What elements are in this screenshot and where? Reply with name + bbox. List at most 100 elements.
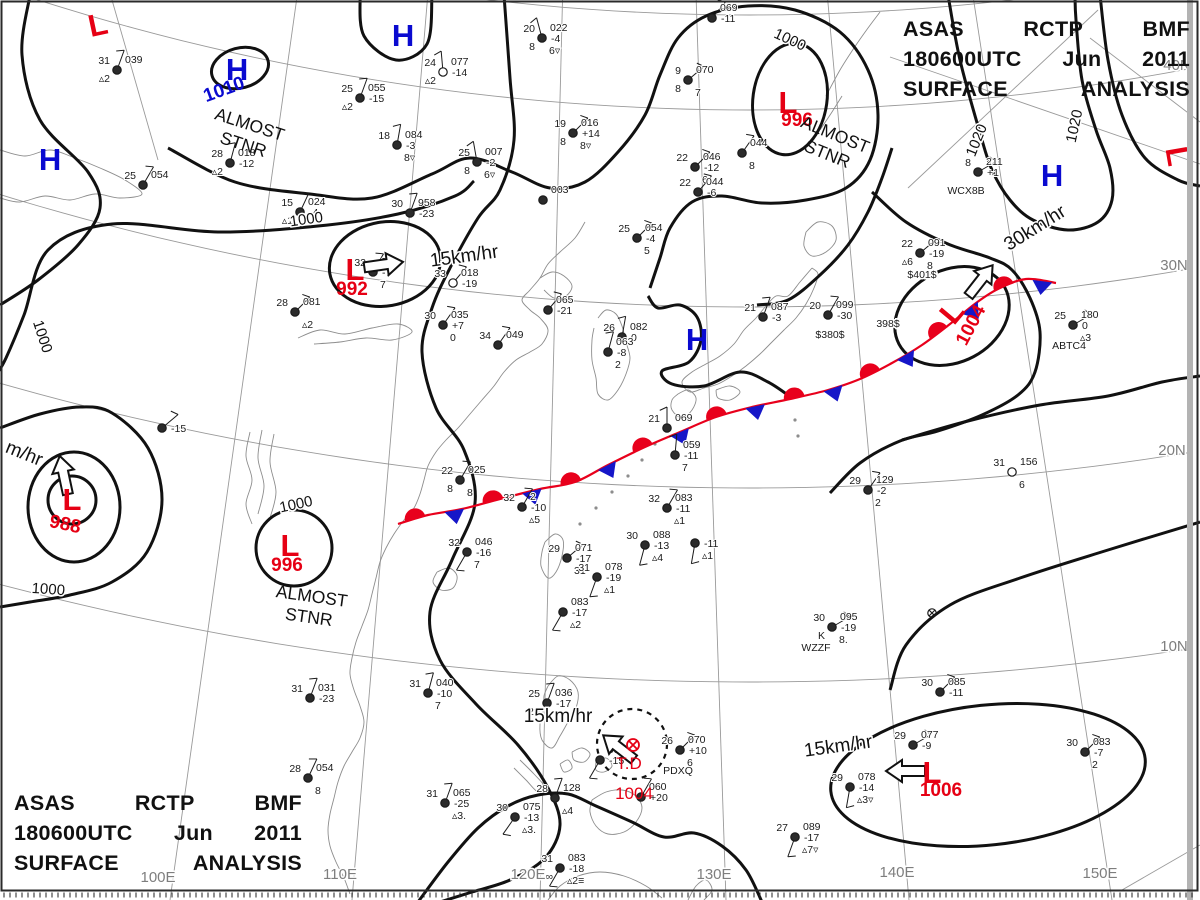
isobar-value-label: 1000 (31, 580, 65, 599)
station-circle (690, 538, 700, 548)
station-plot: -15 (157, 410, 187, 436)
station-plot: 30 088-13▵4 (625, 528, 672, 566)
high-pressure-symbol: H (686, 322, 708, 357)
low-pressure-symbol: L (85, 6, 111, 44)
cold-front-triangle (598, 460, 616, 478)
title-word: SURFACE (903, 77, 1008, 101)
station-plot: 19 016+14 8 8▿ (553, 114, 601, 153)
station-value: -8 (617, 347, 626, 359)
station-plot: 30 075-13▵3. (495, 800, 541, 837)
station-circle (157, 423, 167, 433)
wind-barb-tick (309, 677, 318, 680)
station-value: 31 (426, 788, 438, 800)
coastline (0, 149, 143, 203)
station-plot: 33 018-19 (433, 264, 480, 291)
station-plot: 003 (538, 183, 570, 205)
station-value: 054 (151, 169, 169, 181)
station-plot: 069-11 (707, 0, 739, 26)
station-value: 025 (468, 464, 486, 476)
station-value: 6 (702, 174, 708, 186)
station-value: 180 (1081, 309, 1099, 321)
station-value: 084 (405, 129, 423, 141)
station-value: -11 (949, 687, 964, 699)
station-value: +20 (650, 792, 668, 804)
station-plot: 32 083-11▵1 (647, 488, 694, 528)
island-dot (796, 434, 800, 438)
station-circle (662, 423, 672, 433)
wind-barb-tick (466, 140, 474, 147)
station-circle (636, 792, 646, 802)
graticule-segment (889, 56, 1200, 165)
tropical-depression-symbol (626, 738, 640, 752)
station-value: -16 (476, 547, 491, 559)
station-value: 29 (849, 475, 861, 487)
title-word: RCTP (134, 791, 195, 815)
title-word: ANALYSIS (1080, 77, 1190, 101)
station-circle (112, 65, 122, 75)
station-value: -12 (239, 158, 254, 170)
wind-barb-tick (643, 777, 652, 780)
station-value: -23 (419, 208, 434, 220)
coastline (819, 95, 843, 131)
station-circle (392, 140, 402, 150)
station-plot: 20 022-4 8 6▿ (522, 17, 569, 58)
station-circle (568, 128, 578, 138)
station-value: 29 (831, 772, 843, 784)
meridian-line (351, 0, 428, 900)
coastline (591, 309, 631, 401)
wind-barb-tick (116, 49, 125, 52)
td-pressure-value: 1004 (615, 784, 653, 803)
station-value: -25 (454, 798, 469, 810)
station-circle (538, 195, 548, 205)
station-circle (543, 305, 553, 315)
wind-barb-tick (687, 731, 696, 736)
station-circle (632, 233, 642, 243)
station-value: 069 (675, 412, 693, 424)
isobar (901, 374, 1200, 442)
station-value: 099 (836, 299, 854, 311)
pressure-value: 992 (336, 279, 368, 300)
wind-barb-tick (145, 165, 154, 168)
station-circle (462, 547, 472, 557)
station-value: -7 (382, 267, 391, 279)
movement-speed-label: 15km/hr (524, 706, 593, 727)
station-plot: 29 129-22 (848, 470, 895, 510)
title-word: Jun (1062, 47, 1102, 71)
station-value: 065 (556, 294, 574, 306)
station-value: +1 (987, 167, 999, 179)
wind-barb-tick (425, 672, 434, 675)
cold-front-triangle (896, 349, 915, 367)
movement-arrow-icon (601, 734, 639, 765)
station-value: 30 (813, 612, 825, 624)
longitude-label: 120E (510, 866, 545, 883)
station-circle (675, 745, 685, 755)
isobar (167, 4, 880, 289)
wind-barb-tick (924, 729, 932, 735)
coastline (245, 431, 253, 525)
isobar (756, 147, 894, 307)
graticule-segment (111, 0, 159, 161)
title-word: 180600UTC (14, 821, 133, 845)
station-plot: 31 156 6 (992, 455, 1038, 492)
station-plot: 28 081 ▵2 (275, 293, 322, 332)
station-circle (690, 162, 700, 172)
coastline (803, 221, 837, 257)
station-circle (305, 693, 315, 703)
longitude-label: 110E (323, 866, 357, 883)
title-block-top-right: ASAS RCTP BMF 180600UTC Jun 2011 SURFACE… (903, 14, 1190, 104)
wind-barb-tick (947, 673, 956, 678)
coastline (539, 271, 573, 299)
wind-barb-tick (989, 156, 997, 162)
wind-barb-tick (553, 291, 562, 295)
station-value: 15 (281, 197, 293, 209)
station-value: 018 (461, 267, 479, 279)
station-value: 30 (1066, 737, 1078, 749)
cold-front-triangle (522, 488, 542, 505)
station-plot: 065-21 (543, 291, 575, 318)
title-block-bottom-left: ASAS RCTP BMF 180600UTC Jun 2011 SURFACE… (14, 788, 302, 878)
td-x (628, 740, 638, 750)
station-circle (448, 278, 458, 288)
